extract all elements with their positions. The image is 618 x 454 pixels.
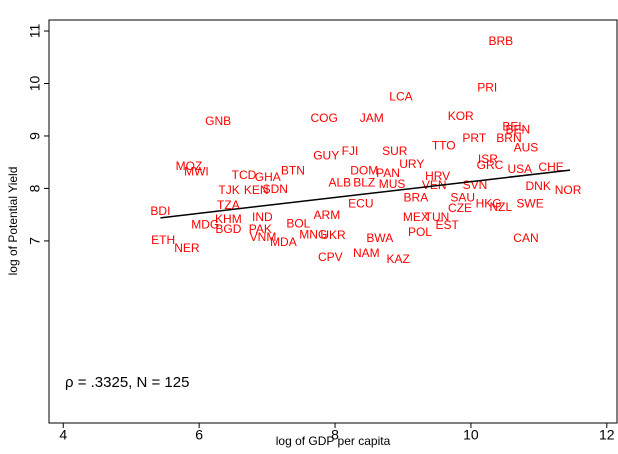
point-label: DOM <box>350 163 378 177</box>
point-label: ARM <box>314 208 341 222</box>
point-label: SAU <box>450 191 475 205</box>
point-label: MDG <box>191 217 219 231</box>
point-label: TUN <box>425 210 450 224</box>
point-label: GRC <box>477 158 504 172</box>
point-label: PAN <box>376 166 400 180</box>
point-label: MUS <box>379 177 406 191</box>
point-label: SUR <box>382 144 408 158</box>
point-label: DNK <box>526 179 551 193</box>
point-label: ECU <box>348 196 373 210</box>
x-tick-label: 4 <box>59 427 67 443</box>
point-label: TJK <box>218 183 239 197</box>
point-label: HKG <box>476 196 502 210</box>
point-label: BRN <box>496 131 521 145</box>
point-label: USA <box>507 162 532 176</box>
point-label: KEN <box>244 183 269 197</box>
point-label: PRT <box>462 131 486 145</box>
point-label: CPV <box>318 250 343 264</box>
point-label: BLZ <box>353 175 375 189</box>
x-axis-label: log of GDP per capita <box>276 434 391 448</box>
point-label: KHM <box>215 212 242 226</box>
point-label: GHA <box>255 170 281 184</box>
point-label: URY <box>399 157 424 171</box>
point-label: ETH <box>151 233 175 247</box>
annotation: ρ = .3325, N = 125 <box>65 374 189 391</box>
point-label: SWE <box>516 196 543 210</box>
point-label: BDI <box>150 204 170 218</box>
x-tick-label: 10 <box>463 427 479 443</box>
point-label: JAM <box>360 111 384 125</box>
point-label: AUS <box>514 141 539 155</box>
point-label: MDA <box>270 235 297 249</box>
point-label: MEX <box>403 210 429 224</box>
point-label: VNM <box>250 230 277 244</box>
point-label: UKR <box>320 228 346 242</box>
point-label: GNB <box>205 114 231 128</box>
point-label: ISR <box>478 152 498 166</box>
x-tick-label: 12 <box>599 427 615 443</box>
point-label: SDN <box>263 182 288 196</box>
plot-frame <box>48 19 618 424</box>
y-tick-label: 11 <box>27 24 43 39</box>
point-label: BTN <box>281 163 305 177</box>
point-label: NER <box>174 241 200 255</box>
point-label: PRI <box>477 80 497 94</box>
point-label: MNG <box>299 227 327 241</box>
point-label: VEN <box>422 178 447 192</box>
point-label: LCA <box>389 89 412 103</box>
point-label: NAM <box>353 246 380 260</box>
point-label: COG <box>310 111 337 125</box>
point-label: ALB <box>328 175 351 189</box>
x-tick-label: 8 <box>331 427 339 443</box>
point-label: GUY <box>313 149 339 163</box>
point-label: MWI <box>184 164 209 178</box>
y-tick-label: 10 <box>27 75 43 91</box>
point-label: TZA <box>217 198 240 212</box>
point-label: BRB <box>488 34 513 48</box>
point-label: MOZ <box>176 159 203 173</box>
point-label: BEL <box>502 120 525 134</box>
point-label: BOL <box>286 216 310 230</box>
point-label: EST <box>435 218 459 232</box>
point-label: CAN <box>513 231 538 245</box>
point-label: BGD <box>215 222 241 236</box>
point-label: PAK <box>249 222 272 236</box>
y-tick-label: 9 <box>27 132 43 140</box>
point-label: BRA <box>404 191 429 205</box>
x-tick-label: 6 <box>195 427 203 443</box>
point-label: IND <box>252 210 273 224</box>
point-label: POL <box>408 225 432 239</box>
point-label: KAZ <box>387 252 410 266</box>
point-label: KOR <box>448 109 474 123</box>
point-label: NZL <box>489 200 512 214</box>
point-label: CZE <box>448 201 472 215</box>
y-tick-label: 7 <box>27 237 43 245</box>
point-label: BWA <box>366 231 393 245</box>
point-label: NOR <box>555 183 582 197</box>
point-label: CHE <box>538 160 563 174</box>
point-label: TCD <box>232 168 257 182</box>
fit-line <box>160 169 571 219</box>
point-label: HRV <box>425 169 450 183</box>
y-axis-label: log of Potential Yield <box>6 167 20 276</box>
point-label: BEN <box>505 122 530 136</box>
y-tick-label: 8 <box>27 184 43 192</box>
point-label: FJI <box>342 144 359 158</box>
point-label: TTO <box>432 139 456 153</box>
